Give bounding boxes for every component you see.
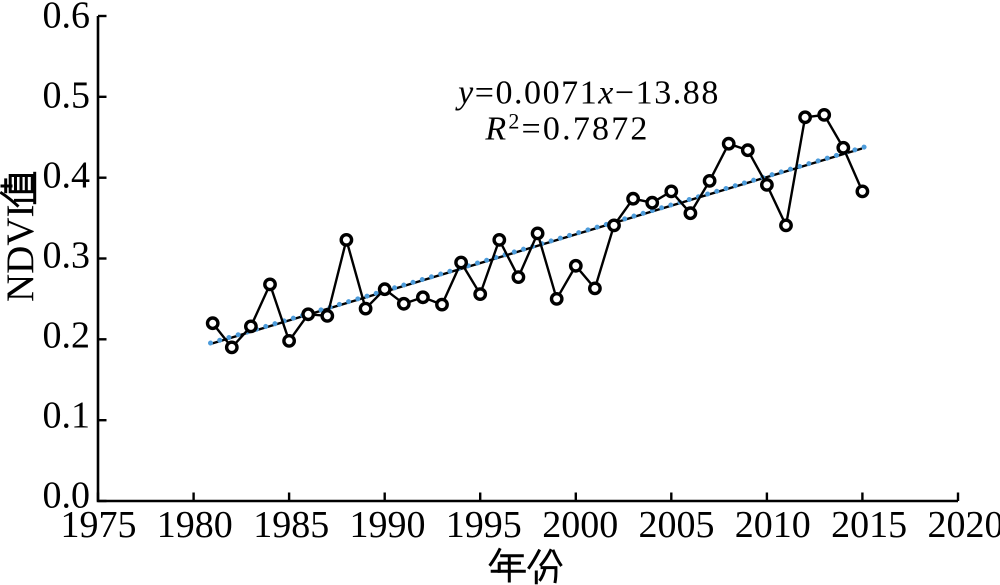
svg-text:2020: 2020 xyxy=(928,504,1000,546)
svg-text:1980: 1980 xyxy=(157,504,233,546)
svg-text:0.4: 0.4 xyxy=(43,155,91,197)
svg-text:0.0: 0.0 xyxy=(43,475,91,517)
svg-text:0.6: 0.6 xyxy=(43,0,91,37)
svg-text:1990: 1990 xyxy=(350,504,426,546)
svg-text:NDVI: NDVI xyxy=(0,205,42,302)
svg-text:1985: 1985 xyxy=(253,504,329,546)
svg-text:0.1: 0.1 xyxy=(43,395,91,437)
svg-text:2010: 2010 xyxy=(735,504,811,546)
svg-text:0.3: 0.3 xyxy=(43,235,91,277)
svg-text:0.2: 0.2 xyxy=(43,315,91,357)
svg-text:2000: 2000 xyxy=(542,504,618,546)
svg-text:2005: 2005 xyxy=(639,504,715,546)
svg-text:0.5: 0.5 xyxy=(43,75,91,117)
svg-text:1975: 1975 xyxy=(61,504,137,546)
svg-text:y=0.0071x−13.88: y=0.0071x−13.88 xyxy=(455,75,720,112)
svg-text:R2=0.7872: R2=0.7872 xyxy=(484,109,649,148)
svg-text:2015: 2015 xyxy=(831,504,907,546)
svg-text:1995: 1995 xyxy=(446,504,522,546)
